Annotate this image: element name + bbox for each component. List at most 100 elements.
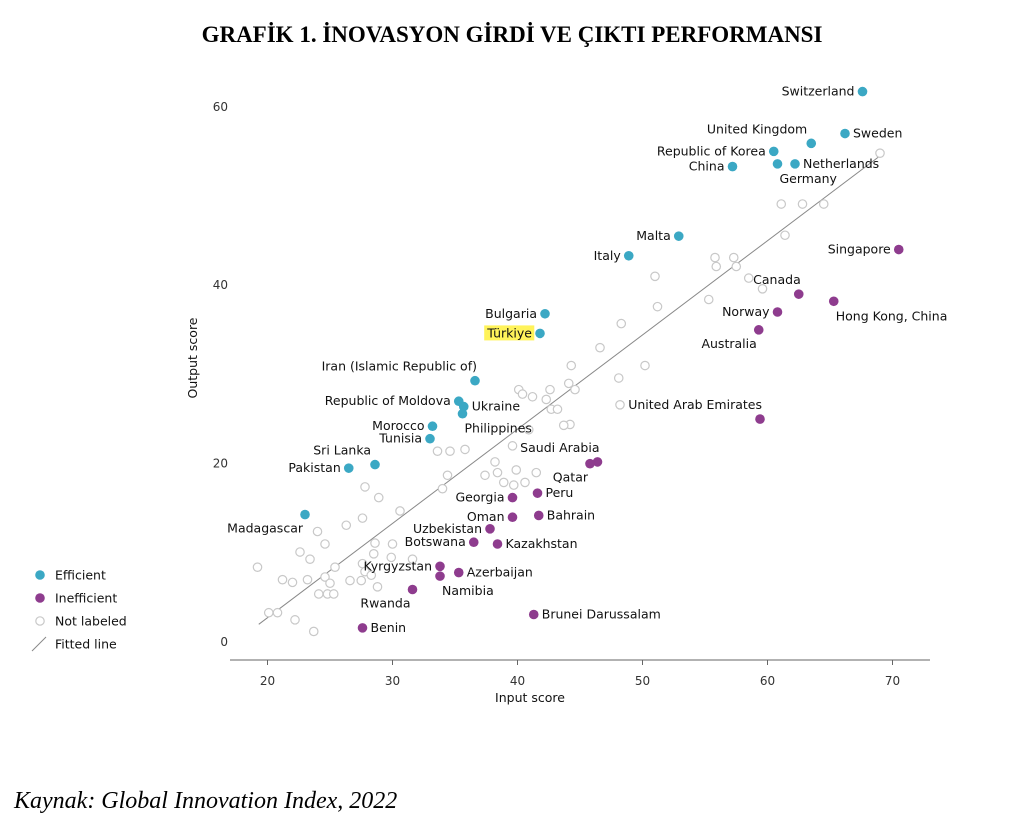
unlabeled-point	[277, 574, 288, 585]
inefficient-country: Saudi Arabia	[520, 440, 603, 467]
unlabeled-point	[613, 373, 624, 383]
unlabeled-point	[818, 199, 829, 209]
unlabeled-point	[797, 199, 808, 209]
point-label: Benin	[371, 620, 407, 635]
unlabeled-point	[527, 391, 538, 402]
point-label: Sweden	[853, 126, 902, 141]
point-label: Philippines	[465, 421, 532, 436]
point-label: Brunei Darussalam	[542, 606, 661, 621]
efficient-point	[790, 159, 800, 169]
unlabeled-point	[757, 283, 768, 294]
inefficient-point	[468, 537, 479, 548]
efficient-country: Madagascar	[227, 509, 310, 536]
point-label: Republic of Moldova	[325, 393, 451, 408]
unlabeled-point	[272, 607, 283, 618]
legend-label: Not labeled	[55, 614, 127, 629]
unlabeled-point	[432, 446, 443, 456]
efficient-point	[772, 159, 783, 169]
inefficient-point	[453, 567, 464, 578]
unlabeled-point	[370, 538, 380, 548]
efficient-country: Iran (Islamic Republic of)	[322, 359, 480, 386]
efficient-point	[806, 138, 817, 149]
efficient-point	[300, 509, 310, 520]
point-label: Bulgaria	[485, 306, 537, 321]
unlabeled-point	[490, 457, 500, 467]
unlabeled-point	[545, 384, 555, 395]
inefficient-point	[528, 609, 539, 620]
point-label: Singapore	[828, 242, 891, 257]
unlabeled-point	[776, 199, 787, 209]
unlabeled-point	[731, 261, 742, 272]
unlabeled-point	[875, 148, 885, 158]
y-tick-label: 40	[213, 278, 228, 292]
unlabeled-point	[372, 582, 383, 592]
unlabeled-point	[523, 424, 534, 435]
inefficient-country: Norway	[722, 304, 783, 319]
point-label: Oman	[467, 509, 505, 524]
inefficient-point	[828, 296, 839, 307]
inefficient-country: Rwanda	[360, 584, 418, 611]
inefficient-country: Oman	[467, 509, 518, 524]
efficient-country: Morocco	[372, 418, 438, 433]
efficient-country: Malta	[636, 228, 684, 243]
efficient-point	[673, 231, 684, 241]
efficient-country: Pakistan	[288, 460, 354, 475]
point-label: United Kingdom	[707, 121, 807, 136]
point-label: Republic of Korea	[657, 143, 766, 158]
unlabeled-point	[595, 342, 605, 353]
unlabeled-point	[650, 271, 660, 282]
unlabeled-point	[616, 318, 627, 329]
efficient-country: Sweden	[840, 126, 902, 141]
unlabeled-point	[302, 574, 313, 585]
inefficient-country: Namibia	[435, 571, 494, 598]
inefficient-country: Kazakhstan	[492, 536, 578, 551]
efficient-point	[535, 328, 545, 339]
efficient-point	[540, 308, 550, 319]
efficient-point	[727, 161, 738, 172]
unlabeled-point	[407, 554, 418, 564]
unlabeled-point	[320, 539, 330, 549]
point-label: Azerbaijan	[467, 565, 533, 580]
efficient-point	[427, 421, 438, 432]
point-label: Pakistan	[288, 460, 340, 475]
inefficient-point	[357, 623, 368, 633]
point-label: Hong Kong, China	[836, 308, 948, 323]
efficient-country: Republic of Korea	[657, 143, 779, 158]
efficient-point	[768, 146, 779, 157]
unlabeled-point	[287, 577, 298, 588]
unlabeled-point	[508, 480, 519, 490]
efficient-point	[457, 408, 468, 419]
inefficient-point	[485, 524, 495, 534]
unlabeled-point	[356, 575, 367, 586]
x-tick-label: 40	[510, 674, 525, 688]
efficient-country: Türkiye	[484, 325, 545, 341]
unlabeled-point	[520, 477, 530, 488]
page-title: GRAFİK 1. İNOVASYON GİRDİ VE ÇIKTI PERFO…	[201, 22, 823, 47]
unlabeled-point	[386, 552, 397, 563]
inefficient-country: Georgia	[455, 490, 518, 505]
y-axis-title: Output score	[185, 317, 200, 398]
point-label: Morocco	[372, 418, 424, 433]
unlabeled-point	[325, 578, 335, 589]
source-note: Kaynak: Global Innovation Index, 2022	[14, 788, 398, 814]
unlabeled-point	[312, 526, 323, 537]
efficient-point	[343, 463, 354, 473]
efficient-country: Italy	[594, 248, 634, 263]
x-axis-title: Input score	[495, 690, 565, 705]
inefficient-point	[533, 510, 544, 521]
unlabeled-point	[252, 562, 263, 572]
efficient-point	[425, 433, 435, 444]
unlabeled-point	[492, 467, 503, 478]
legend-line-swatch	[31, 636, 47, 652]
scatter-chart: 20 30 40 50 60 70 0 20 40 60 Input score Output sco…	[31, 84, 948, 705]
unlabeled-point	[328, 589, 339, 599]
inefficient-point	[753, 325, 764, 335]
point-label: Malta	[636, 228, 670, 243]
point-label: Saudi Arabia	[520, 440, 599, 455]
inefficient-country: Azerbaijan	[453, 565, 533, 580]
unlabeled-point	[357, 513, 368, 523]
point-label: Qatar	[553, 470, 589, 485]
efficient-country: Republic of Moldova	[325, 393, 464, 408]
efficient-country: Ukraine	[458, 399, 520, 414]
inefficient-point	[407, 584, 418, 595]
